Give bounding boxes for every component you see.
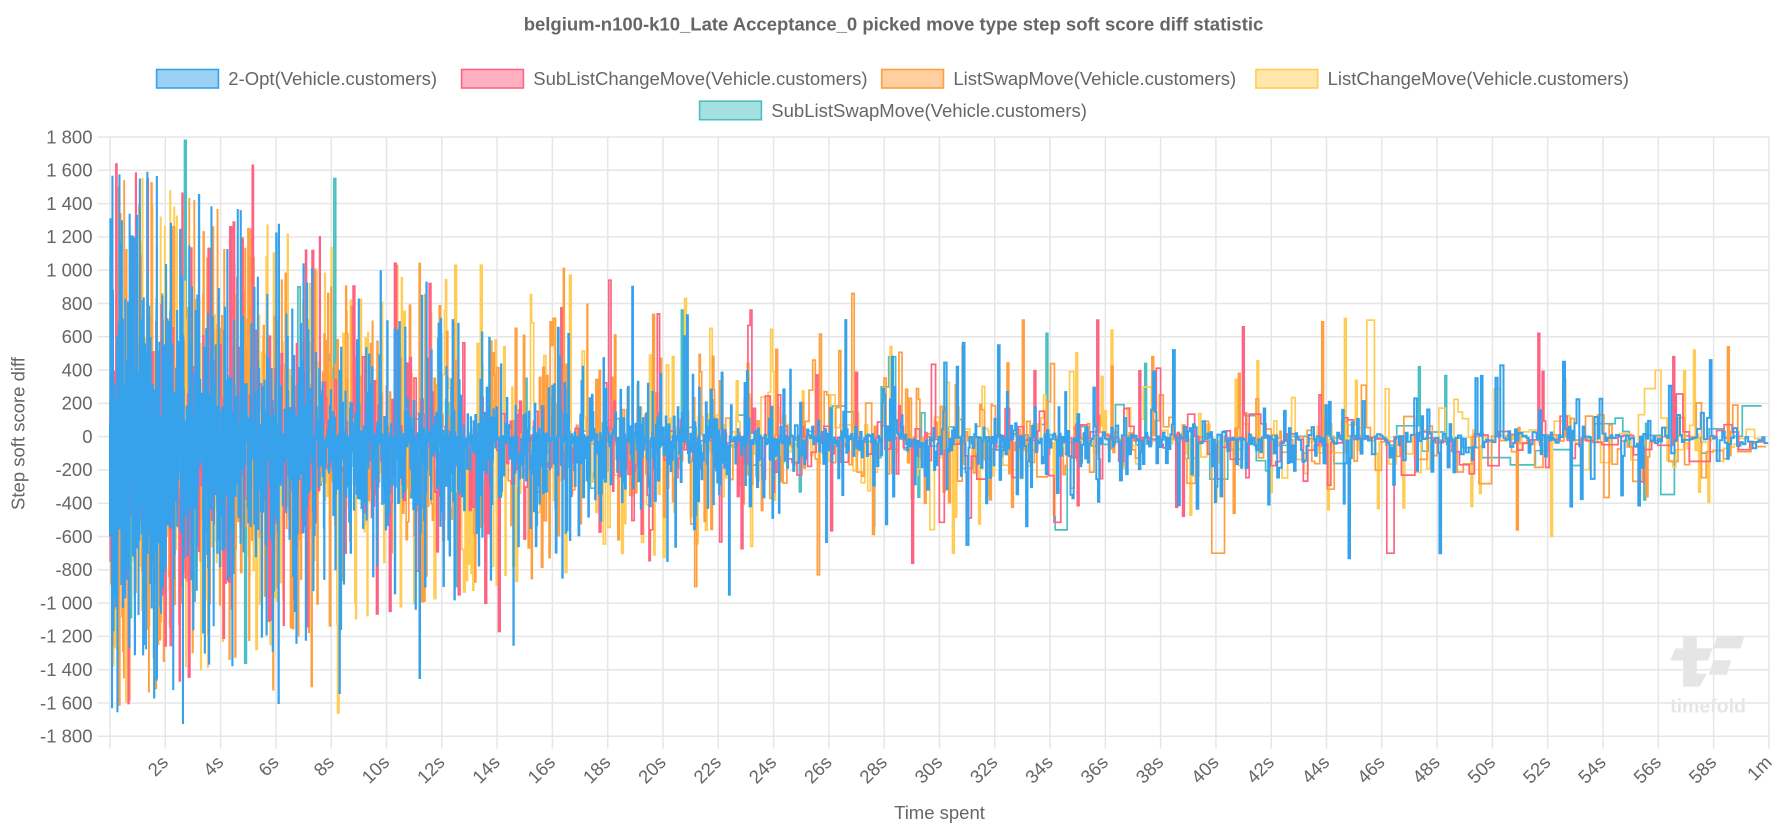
svg-text:-400: -400 [55, 493, 92, 514]
svg-text:34s: 34s [1021, 751, 1057, 787]
svg-text:-1 000: -1 000 [40, 592, 92, 613]
svg-text:SubListChangeMove(Vehicle.cust: SubListChangeMove(Vehicle.customers) [533, 68, 867, 89]
svg-text:58s: 58s [1684, 751, 1720, 787]
svg-text:-1 800: -1 800 [40, 726, 92, 747]
svg-text:-1 200: -1 200 [40, 626, 92, 647]
svg-text:40s: 40s [1187, 751, 1223, 787]
svg-text:36s: 36s [1076, 751, 1112, 787]
svg-text:6s: 6s [254, 751, 283, 780]
svg-text:ListChangeMove(Vehicle.custome: ListChangeMove(Vehicle.customers) [1328, 68, 1629, 89]
svg-text:0: 0 [82, 426, 92, 447]
svg-text:24s: 24s [744, 751, 780, 787]
svg-text:30s: 30s [910, 751, 946, 787]
svg-text:10s: 10s [357, 751, 393, 787]
svg-text:46s: 46s [1353, 751, 1389, 787]
svg-text:-600: -600 [55, 526, 92, 547]
svg-text:ListSwapMove(Vehicle.customers: ListSwapMove(Vehicle.customers) [953, 68, 1236, 89]
svg-text:SubListSwapMove(Vehicle.custom: SubListSwapMove(Vehicle.customers) [771, 100, 1087, 121]
svg-text:2-Opt(Vehicle.customers): 2-Opt(Vehicle.customers) [228, 68, 437, 89]
svg-text:44s: 44s [1297, 751, 1333, 787]
svg-text:1 000: 1 000 [46, 260, 92, 281]
svg-text:1 200: 1 200 [46, 226, 92, 247]
svg-text:42s: 42s [1242, 751, 1278, 787]
svg-text:2s: 2s [143, 751, 172, 780]
svg-text:12s: 12s [413, 751, 449, 787]
svg-text:22s: 22s [689, 751, 725, 787]
svg-text:32s: 32s [966, 751, 1002, 787]
svg-text:48s: 48s [1408, 751, 1444, 787]
svg-text:50s: 50s [1463, 751, 1499, 787]
svg-text:1m: 1m [1743, 751, 1776, 784]
svg-text:200: 200 [62, 393, 93, 414]
svg-text:20s: 20s [634, 751, 670, 787]
svg-text:54s: 54s [1574, 751, 1610, 787]
svg-text:-1 600: -1 600 [40, 692, 92, 713]
svg-text:timefold: timefold [1670, 696, 1746, 718]
svg-text:600: 600 [62, 326, 93, 347]
svg-text:1 400: 1 400 [46, 193, 92, 214]
svg-text:8s: 8s [309, 751, 338, 780]
svg-text:Step soft score diff: Step soft score diff [8, 356, 29, 510]
svg-text:26s: 26s [800, 751, 836, 787]
svg-text:38s: 38s [1131, 751, 1167, 787]
svg-text:18s: 18s [579, 751, 615, 787]
svg-text:16s: 16s [523, 751, 559, 787]
svg-text:belgium-n100-k10_Late Acceptan: belgium-n100-k10_Late Acceptance_0 picke… [524, 14, 1264, 35]
svg-text:400: 400 [62, 359, 93, 380]
svg-text:56s: 56s [1629, 751, 1665, 787]
svg-text:-1 400: -1 400 [40, 659, 92, 680]
svg-text:4s: 4s [199, 751, 228, 780]
svg-text:800: 800 [62, 293, 93, 314]
svg-text:1 800: 1 800 [46, 126, 92, 147]
svg-text:Time spent: Time spent [894, 802, 985, 823]
svg-text:14s: 14s [468, 751, 504, 787]
svg-text:-200: -200 [55, 459, 92, 480]
svg-text:52s: 52s [1519, 751, 1555, 787]
svg-text:28s: 28s [855, 751, 891, 787]
svg-text:-800: -800 [55, 559, 92, 580]
svg-text:1 600: 1 600 [46, 160, 92, 181]
